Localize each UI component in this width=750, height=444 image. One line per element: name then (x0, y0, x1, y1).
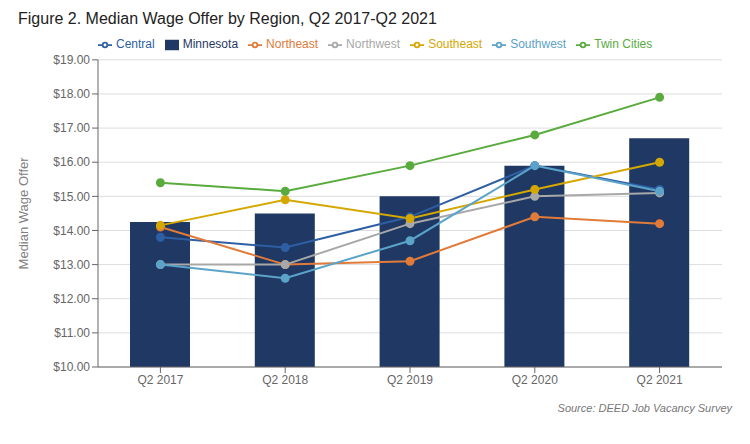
svg-text:$16.00: $16.00 (53, 155, 90, 169)
html-text:Twin Cities: Twin Cities (594, 37, 653, 51)
svg-text:Q2 2018: Q2 2018 (262, 373, 308, 387)
svg-text:$13.00: $13.00 (53, 258, 90, 272)
html-text:Northeast: Northeast (266, 37, 319, 51)
svg-text:$12.00: $12.00 (53, 292, 90, 306)
svg-text:$15.00: $15.00 (53, 190, 90, 204)
svg-text:Q2 2021: Q2 2021 (637, 373, 683, 387)
svg-text:Median Wage Offer: Median Wage Offer (16, 157, 31, 270)
svg-text:$10.00: $10.00 (53, 360, 90, 374)
html-text:Northwest: Northwest (346, 37, 401, 51)
svg-text:$14.00: $14.00 (53, 224, 90, 238)
html-text:Central: Central (116, 37, 155, 51)
svg-text:$11.00: $11.00 (54, 326, 90, 340)
svg-text:Q2 2019: Q2 2019 (387, 373, 433, 387)
svg-text:$17.00: $17.00 (53, 121, 90, 135)
svg-text:$19.00: $19.00 (53, 53, 90, 67)
svg-text:$18.00: $18.00 (53, 87, 90, 101)
html-text:Southeast: Southeast (428, 37, 483, 51)
svg-text:Q2 2017: Q2 2017 (137, 373, 183, 387)
html-text:Source: DEED Job Vacancy Surve: Source: DEED Job Vacancy Survey (557, 402, 732, 414)
html-text:Minnesota: Minnesota (182, 37, 239, 51)
svg-text:Q2 2020: Q2 2020 (512, 373, 558, 387)
html-text:Figure 2. Median Wage Offer by: Figure 2. Median Wage Offer by Region, Q… (18, 10, 437, 27)
html-text:Southwest: Southwest (510, 37, 567, 51)
